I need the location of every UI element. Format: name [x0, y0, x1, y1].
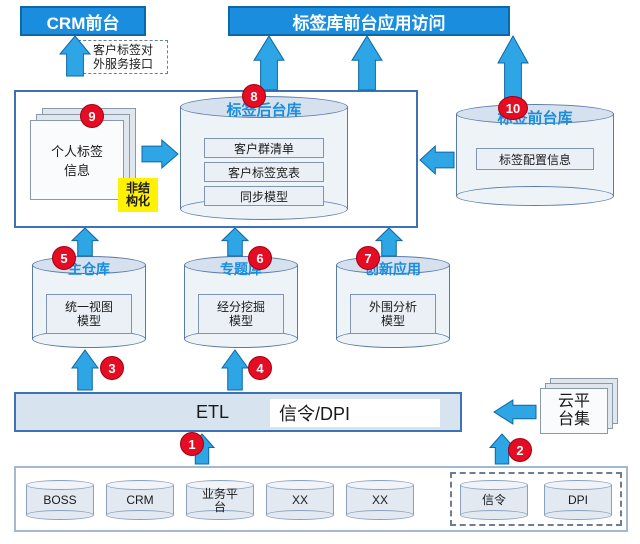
cylinder-backend-row: 客户标签宽表: [204, 162, 324, 182]
cloud-line: 云平: [558, 393, 590, 411]
arrow-fe-to-bk: [420, 146, 454, 174]
badge-8: 8: [242, 84, 266, 108]
arrow-fe-to-app: [498, 36, 528, 98]
arrow-main-to-bk: [72, 228, 98, 256]
cylinder-innovation: 创新应用外围分析模型: [336, 256, 450, 348]
cloud-line: 台集: [558, 411, 590, 429]
cell-line: 经分挖掘: [217, 300, 265, 314]
cylinder-topic-store-title: 专题库: [184, 259, 298, 279]
note-unstructured: 非结构化: [118, 178, 158, 212]
badge-9: 9: [80, 104, 104, 128]
badge-2: 2: [508, 438, 532, 462]
cylinder-backend-row: 客户群清单: [204, 138, 324, 158]
note-line: 外服务接口: [93, 57, 153, 71]
highlight-line: 构化: [126, 195, 150, 208]
cylinder-innovation-title: 创新应用: [336, 259, 450, 279]
cylinder-main-store-title: 主仓库: [32, 259, 146, 279]
doc-stack-line: 个人标签: [51, 141, 103, 160]
etl-label-left: ETL: [196, 402, 229, 423]
header-tag-app: 标签库前台应用访问: [228, 6, 510, 36]
cylinder-backend: 标签后台库客户群清单客户标签宽表同步模型: [180, 96, 348, 220]
source-cylinder-label: BOSS: [26, 494, 94, 507]
etl-bar: ETL 信令/DPI: [14, 392, 462, 432]
arrow-topic-to-bk: [222, 228, 248, 256]
badge-6: 6: [248, 246, 272, 270]
cell-line: 统一视图: [65, 300, 113, 314]
source-cylinder: 业务平台: [186, 480, 254, 520]
badge-1: 1: [180, 432, 204, 456]
cylinder-main-store-cell: 统一视图模型: [46, 294, 132, 334]
cell-line: 外围分析: [369, 300, 417, 314]
source-cylinder-label: DPI: [544, 494, 612, 507]
arrow-bk-to-app-2: [352, 36, 382, 90]
cylinder-main-store: 主仓库统一视图模型: [32, 256, 146, 348]
cylinder-frontend: 标签前台库标签配置信息: [456, 104, 614, 206]
arrow-etl-to-topic: [222, 350, 248, 390]
badge-5: 5: [52, 246, 76, 270]
cell-line: 模型: [229, 314, 253, 328]
source-cylinder: 信令: [460, 480, 528, 520]
arrow-innov-to-bk: [376, 228, 402, 256]
cylinder-topic-store: 专题库经分挖掘模型: [184, 256, 298, 348]
arrow-crm-up: [60, 36, 90, 76]
note-customer-tag-interface: 客户标签对外服务接口: [78, 40, 168, 74]
cylinder-backend-row: 同步模型: [204, 186, 324, 206]
doc-stack-line: 信息: [64, 160, 90, 179]
arrow-cloud-to-etl: [494, 400, 536, 424]
source-cylinder: DPI: [544, 480, 612, 520]
arrow-bk-to-app-1: [254, 36, 284, 90]
source-cylinder-label: XX: [266, 494, 334, 507]
badge-10: 10: [498, 96, 528, 120]
cylinder-frontend-title: 标签前台库: [456, 107, 614, 128]
badge-7: 7: [356, 246, 380, 270]
cylinder-topic-store-cell: 经分挖掘模型: [198, 294, 284, 334]
source-cylinder-label: 信令: [460, 494, 528, 507]
cylinder-frontend-row: 标签配置信息: [476, 148, 594, 170]
cloud-platform-stack: 云平台集: [540, 378, 618, 434]
cell-line: 模型: [381, 314, 405, 328]
source-cylinder: BOSS: [26, 480, 94, 520]
note-line: 客户标签对: [93, 43, 153, 57]
source-cylinder-label: XX: [346, 494, 414, 507]
cell-line: 模型: [77, 314, 101, 328]
source-cylinder-label: 业务平台: [186, 488, 254, 514]
badge-3: 3: [100, 356, 124, 380]
etl-label-right: 信令/DPI: [279, 400, 350, 426]
source-cylinder: CRM: [106, 480, 174, 520]
badge-4: 4: [248, 356, 272, 380]
source-cylinder-label: CRM: [106, 494, 174, 507]
source-cylinder: XX: [346, 480, 414, 520]
arrow-stack-to-bk: [142, 140, 178, 168]
cylinder-innovation-cell: 外围分析模型: [350, 294, 436, 334]
etl-label-right-box: 信令/DPI: [270, 399, 440, 427]
source-cylinder: XX: [266, 480, 334, 520]
header-crm: CRM前台: [20, 6, 146, 36]
arrow-etl-to-main: [72, 350, 98, 390]
